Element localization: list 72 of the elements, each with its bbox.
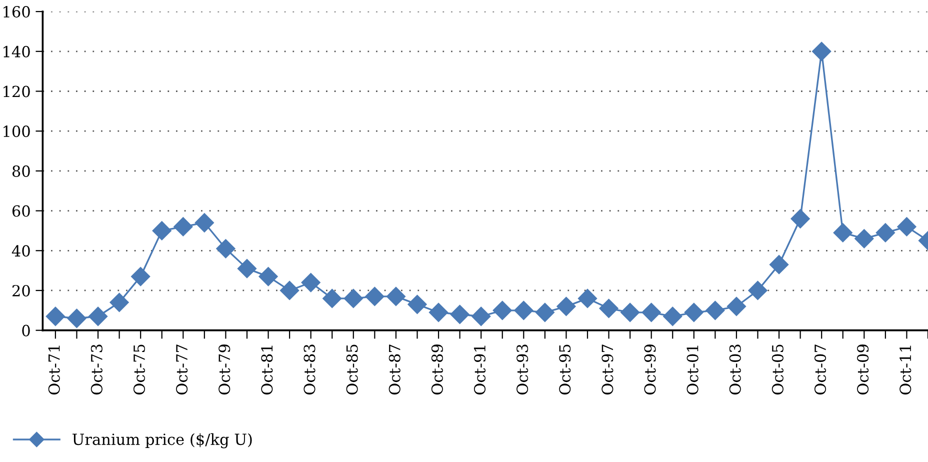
- x-tick-label: Oct-95: [559, 344, 571, 394]
- y-tick-label: 40: [12, 245, 30, 257]
- point: [344, 288, 363, 308]
- point: [194, 213, 214, 232]
- point: [152, 221, 172, 240]
- point: [131, 267, 150, 286]
- x-tick-label: Oct-97: [602, 344, 614, 394]
- x-tick-label: Oct-75: [133, 344, 146, 394]
- y-tick-label: 140: [4, 46, 30, 58]
- x-tick-label: Oct-01: [686, 346, 698, 394]
- point: [280, 280, 300, 300]
- point: [408, 294, 427, 314]
- y-tick-label: 80: [12, 165, 30, 177]
- x-tick-label: Oct-89: [431, 344, 443, 394]
- point: [620, 302, 640, 322]
- x-tick-label: Oct-73: [90, 344, 102, 394]
- point: [450, 304, 470, 324]
- point: [748, 280, 768, 300]
- point: [472, 306, 491, 326]
- point: [492, 300, 512, 320]
- point: [301, 272, 320, 292]
- point: [769, 255, 789, 274]
- point: [812, 42, 832, 61]
- point: [88, 306, 108, 326]
- x-tick-label: Oct-77: [176, 344, 188, 394]
- point: [322, 288, 342, 308]
- point: [237, 259, 257, 278]
- y-tick-label: 160: [4, 6, 30, 18]
- x-tick-label: Oct-91: [474, 346, 486, 394]
- point: [110, 292, 129, 312]
- x-tick-label: Oct-83: [304, 344, 316, 394]
- y-tick-label: 60: [12, 205, 30, 217]
- y-tick-label: 120: [4, 86, 30, 98]
- point: [386, 286, 406, 306]
- x-tick-label: Oct-09: [857, 344, 869, 394]
- point: [876, 223, 895, 242]
- point: [663, 306, 682, 326]
- x-tick-label: Oct-05: [772, 344, 784, 394]
- x-tick-label: Oct-99: [644, 344, 656, 394]
- legend-label: Uranium price ($/kg U): [72, 433, 252, 448]
- point: [428, 302, 448, 322]
- point: [556, 296, 576, 316]
- x-tick-label: Oct-85: [346, 344, 358, 394]
- point: [535, 302, 554, 322]
- point: [365, 286, 384, 306]
- point: [790, 209, 810, 228]
- x-tick-label: Oct-93: [516, 344, 528, 394]
- x-tick-label: Oct-07: [814, 344, 826, 394]
- point: [642, 302, 661, 322]
- x-tick-label: Oct-71: [48, 346, 60, 394]
- point: [684, 302, 704, 322]
- point: [258, 267, 278, 286]
- point: [216, 239, 236, 258]
- point: [833, 223, 852, 242]
- x-tick-label: Oct-79: [218, 344, 230, 394]
- point: [726, 296, 746, 316]
- point: [897, 217, 916, 236]
- point: [67, 308, 86, 328]
- point: [46, 306, 65, 326]
- x-tick-label: Oct-11: [900, 346, 912, 394]
- point: [854, 229, 874, 248]
- point: [706, 300, 725, 320]
- y-tick-label: 0: [22, 324, 30, 336]
- x-tick-label: Oct-81: [261, 346, 273, 394]
- point: [599, 298, 618, 318]
- point: [174, 217, 193, 236]
- y-tick-label: 100: [4, 126, 30, 138]
- y-tick-label: 20: [12, 284, 30, 297]
- x-tick-label: Oct-87: [388, 344, 400, 394]
- point: [578, 288, 598, 308]
- x-tick-label: Oct-03: [729, 344, 741, 394]
- point: [514, 300, 534, 320]
